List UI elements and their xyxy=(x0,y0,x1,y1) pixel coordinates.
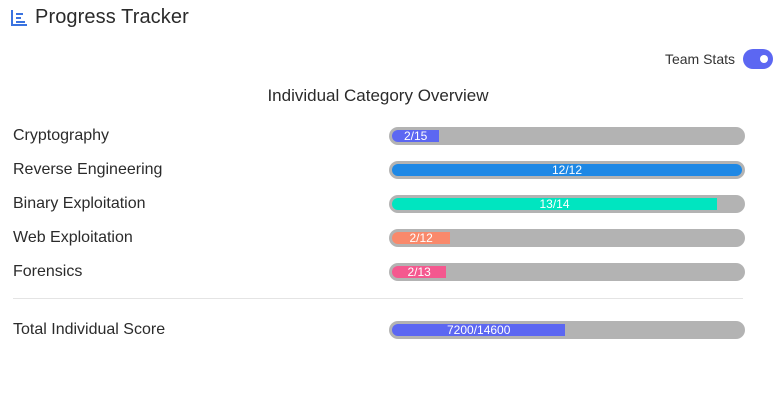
progress-text: 13/14 xyxy=(539,197,570,211)
category-label: Cryptography xyxy=(13,127,110,144)
category-label: Binary Exploitation xyxy=(13,195,146,212)
total-progress-fill xyxy=(392,324,565,336)
category-row-binary-exploitation: Binary Exploitation 13/14 xyxy=(13,187,745,221)
total-score-label: Total Individual Score xyxy=(13,321,166,338)
category-list: Cryptography 2/15 Reverse Engineering 12… xyxy=(13,119,745,289)
progress-fill xyxy=(392,198,717,210)
total-progress-text: 7200/14600 xyxy=(447,323,511,337)
progress-fill xyxy=(392,164,742,176)
bar-list-icon xyxy=(11,9,27,26)
category-row-reverse-engineering: Reverse Engineering 12/12 xyxy=(13,153,745,187)
progress-text: 12/12 xyxy=(552,163,583,177)
toggle-knob xyxy=(760,55,768,63)
page-header: Progress Tracker xyxy=(10,6,189,29)
progress-bar: 2/12 xyxy=(389,229,745,247)
category-label: Forensics xyxy=(13,263,83,280)
divider xyxy=(13,298,743,299)
total-row-inner: Total Individual Score 7200/14600 xyxy=(13,313,745,347)
progress-text: 2/15 xyxy=(404,129,428,143)
progress-bar: 2/13 xyxy=(389,263,745,281)
page-title: Progress Tracker xyxy=(35,6,189,28)
category-row-web-exploitation: Web Exploitation 2/12 xyxy=(13,221,745,255)
progress-fill xyxy=(392,266,446,278)
team-stats-toggle[interactable] xyxy=(743,49,773,69)
progress-fill xyxy=(392,130,439,142)
progress-fill xyxy=(392,232,450,244)
team-stats-control: Team Stats xyxy=(665,49,773,69)
total-progress-bar: 7200/14600 xyxy=(389,321,745,339)
progress-bar: 12/12 xyxy=(389,161,745,179)
progress-bar: 2/15 xyxy=(389,127,745,145)
total-score-row: Total Individual Score 7200/14600 xyxy=(13,313,745,347)
category-label: Reverse Engineering xyxy=(13,161,163,178)
category-label: Web Exploitation xyxy=(13,229,133,246)
progress-text: 2/12 xyxy=(409,231,433,245)
progress-bar: 13/14 xyxy=(389,195,745,213)
category-row-cryptography: Cryptography 2/15 xyxy=(13,119,745,153)
section-title: Individual Category Overview xyxy=(267,86,489,105)
progress-text: 2/13 xyxy=(407,265,431,279)
category-row-forensics: Forensics 2/13 xyxy=(13,255,745,289)
team-stats-label: Team Stats xyxy=(664,51,735,67)
